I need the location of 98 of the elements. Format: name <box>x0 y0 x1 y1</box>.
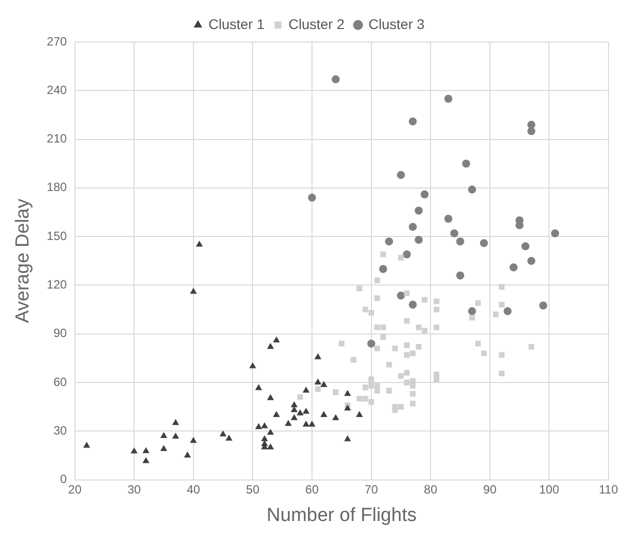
point <box>284 420 292 426</box>
point <box>308 420 316 427</box>
x-tick-label: 100 <box>539 482 560 496</box>
point <box>308 194 316 202</box>
point <box>184 451 191 458</box>
point <box>160 444 168 451</box>
point <box>302 408 310 414</box>
point <box>290 401 298 408</box>
point <box>420 190 429 198</box>
point <box>408 222 417 231</box>
point <box>290 414 298 420</box>
x-tick-label: 110 <box>598 482 618 496</box>
point <box>539 301 548 310</box>
y-tick-label: 60 <box>53 374 68 389</box>
point <box>456 237 464 246</box>
point <box>226 434 232 441</box>
point <box>314 378 322 385</box>
point <box>320 410 328 417</box>
y-tick-label: 180 <box>46 180 68 194</box>
point <box>261 435 268 442</box>
point <box>296 409 304 416</box>
point <box>332 75 340 84</box>
point <box>527 127 536 136</box>
legend-label: Cluster 1 <box>208 16 265 32</box>
y-tick-label: 240 <box>46 82 68 97</box>
point <box>468 307 476 316</box>
point <box>172 419 180 426</box>
point <box>83 442 90 448</box>
point <box>302 386 310 393</box>
point <box>396 292 405 300</box>
point <box>267 428 274 435</box>
x-axis-title: Number of Flights <box>266 504 417 526</box>
y-tick-label: 210 <box>46 132 68 146</box>
point <box>190 436 197 443</box>
x-tick-label: 50 <box>246 482 260 496</box>
point <box>414 236 423 244</box>
point <box>379 265 388 274</box>
point <box>414 206 423 215</box>
x-tick-label: 30 <box>127 482 142 496</box>
point <box>462 160 470 168</box>
point <box>172 432 180 439</box>
point <box>267 342 274 349</box>
y-tick-label: 90 <box>53 326 68 340</box>
point <box>332 414 340 420</box>
legend-label: Cluster 2 <box>288 16 345 32</box>
point <box>396 170 405 179</box>
point <box>272 410 280 417</box>
point <box>196 240 203 247</box>
point <box>320 380 328 387</box>
point <box>267 443 274 450</box>
point <box>302 420 310 427</box>
point <box>504 307 512 316</box>
point <box>190 288 197 294</box>
point <box>527 256 536 265</box>
point <box>255 384 262 390</box>
point <box>527 120 536 129</box>
point <box>344 390 352 396</box>
point <box>290 406 298 412</box>
y-tick-label: 120 <box>46 278 68 292</box>
x-tick-label: 90 <box>483 482 497 496</box>
x-tick-label: 80 <box>424 482 438 496</box>
point <box>551 229 560 238</box>
point <box>255 423 262 430</box>
point <box>444 94 452 103</box>
y-axis-title: Average Delay <box>12 198 34 324</box>
point <box>272 336 280 342</box>
y-tick-label: 150 <box>46 228 68 243</box>
point <box>142 447 150 454</box>
point <box>408 117 417 126</box>
point <box>261 422 268 428</box>
point <box>408 300 417 309</box>
x-tick-label: 60 <box>305 482 319 496</box>
point <box>142 457 150 464</box>
point <box>444 214 452 223</box>
x-tick-label: 70 <box>364 482 378 496</box>
point <box>160 432 168 438</box>
point <box>344 435 352 442</box>
point <box>385 237 394 246</box>
point <box>249 362 256 368</box>
point <box>456 271 464 280</box>
x-tick-label: 40 <box>186 482 200 496</box>
point <box>220 430 227 436</box>
point <box>267 394 274 400</box>
point <box>402 250 411 258</box>
point <box>367 340 376 348</box>
y-tick-label: 0 <box>60 472 68 486</box>
y-tick-label: 30 <box>53 423 68 438</box>
point <box>314 353 322 360</box>
point <box>450 229 458 238</box>
point <box>356 410 363 417</box>
point <box>510 263 518 272</box>
point <box>480 239 488 248</box>
legend-label: Cluster 3 <box>368 16 425 32</box>
y-tick-label: 270 <box>46 34 68 48</box>
x-tick-label: 20 <box>68 482 82 496</box>
point <box>521 242 530 250</box>
point <box>468 186 476 194</box>
point <box>130 447 138 454</box>
